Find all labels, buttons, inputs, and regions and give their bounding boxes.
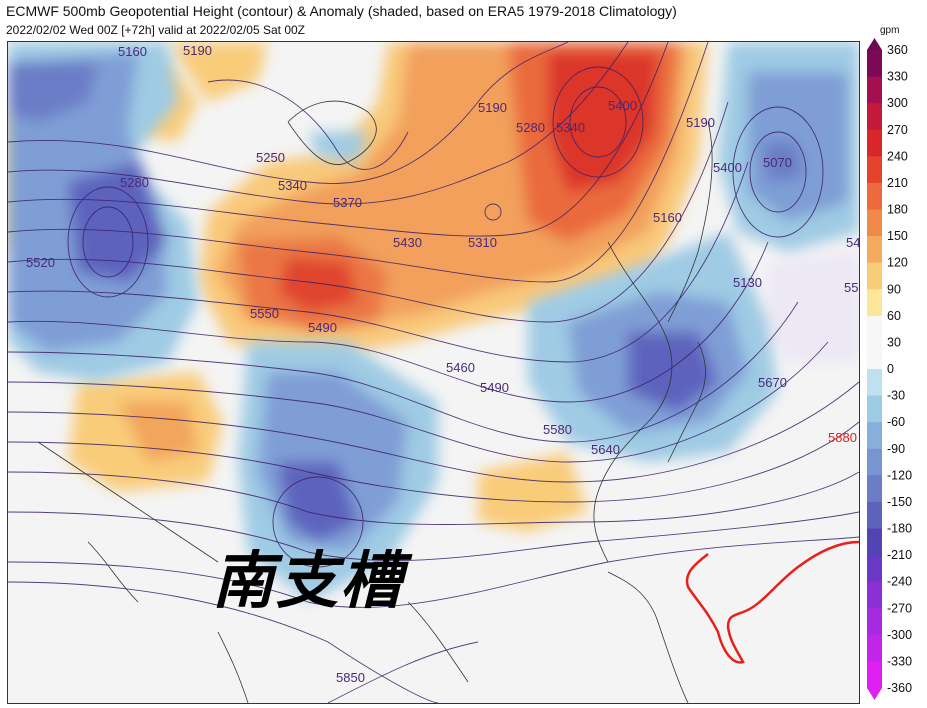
colorbar-tick-label: 330 bbox=[887, 70, 908, 84]
colorbar-tick-label: 240 bbox=[887, 149, 908, 163]
contour-label: 5850 bbox=[336, 670, 365, 685]
colorbar-tick-label: 0 bbox=[887, 362, 894, 376]
colorbar-tick-label: 30 bbox=[887, 335, 901, 349]
colorbar-tick-label: -60 bbox=[887, 415, 905, 429]
colorbar-swatch bbox=[867, 209, 882, 237]
contour-label: 5070 bbox=[763, 155, 792, 170]
contour-label: 5640 bbox=[591, 442, 620, 457]
map-title: ECMWF 500mb Geopotential Height (contour… bbox=[6, 3, 677, 19]
colorbar-swatch bbox=[867, 236, 882, 264]
contour-label: 5280 bbox=[120, 175, 149, 190]
colorbar-tick-label: -30 bbox=[887, 389, 905, 403]
colorbar: 3603303002702402101801501209060300-30-60… bbox=[867, 38, 912, 700]
colorbar-tick-label: 300 bbox=[887, 96, 908, 110]
contour-label-5880: 5880 bbox=[828, 430, 857, 445]
positive-anomaly-shading bbox=[8, 42, 708, 532]
contour-label: 5310 bbox=[468, 235, 497, 250]
colorbar-tick-label: 270 bbox=[887, 123, 908, 137]
colorbar-swatch bbox=[867, 342, 882, 370]
coastlines bbox=[37, 100, 713, 703]
trough-annotation: 南支槽 bbox=[212, 544, 405, 617]
colorbar-swatch bbox=[867, 634, 882, 662]
colorbar-swatch bbox=[867, 103, 882, 131]
colorbar-swatch bbox=[867, 581, 882, 609]
colorbar-swatch bbox=[867, 475, 882, 503]
contour-label: 5250 bbox=[256, 150, 285, 165]
colorbar-unit: gpm bbox=[880, 25, 900, 36]
contour-label: 5550 bbox=[844, 280, 859, 295]
contour-label: 5580 bbox=[543, 422, 572, 437]
contour-label: 5490 bbox=[308, 320, 337, 335]
map-canvas: 5160 5190 5250 5280 5340 5370 5430 5310 … bbox=[7, 41, 860, 704]
colorbar-tick-label: 120 bbox=[887, 256, 908, 270]
colorbar-swatch bbox=[867, 50, 882, 78]
colorbar-tick-label: -270 bbox=[887, 601, 912, 615]
colorbar-swatch bbox=[867, 422, 882, 450]
colorbar-tick-label: -150 bbox=[887, 495, 912, 509]
colorbar-swatch bbox=[867, 76, 882, 104]
height-contours bbox=[8, 42, 859, 703]
contour-label: 5280 bbox=[516, 120, 545, 135]
contour-label: 5400 bbox=[608, 98, 637, 113]
colorbar-swatch bbox=[867, 448, 882, 476]
contour-label: 5670 bbox=[758, 375, 787, 390]
contour-label: 5190 bbox=[478, 100, 507, 115]
contour-label: 5130 bbox=[733, 275, 762, 290]
negative-anomaly-shading bbox=[8, 42, 859, 602]
colorbar-tick-label: -90 bbox=[887, 442, 905, 456]
colorbar-tick-label: -240 bbox=[887, 575, 912, 589]
colorbar-swatch bbox=[867, 156, 882, 184]
colorbar-swatch bbox=[867, 315, 882, 343]
colorbar-swatch bbox=[867, 555, 882, 583]
contour-label: 5190 bbox=[183, 43, 212, 58]
colorbar-arrow-bottom bbox=[867, 688, 882, 700]
colorbar-tick-label: 360 bbox=[887, 43, 908, 57]
colorbar-swatch bbox=[867, 182, 882, 210]
colorbar-swatch bbox=[867, 262, 882, 290]
contour-label: 5430 bbox=[393, 235, 422, 250]
map-graphic: 5160 5190 5250 5280 5340 5370 5430 5310 … bbox=[8, 42, 859, 703]
contour-label: 5520 bbox=[26, 255, 55, 270]
colorbar-tick-label: -180 bbox=[887, 522, 912, 536]
contour-label: 5490 bbox=[480, 380, 509, 395]
colorbar-swatch bbox=[867, 608, 882, 636]
colorbar-tick-label: 180 bbox=[887, 203, 908, 217]
contour-label: 5340 bbox=[556, 120, 585, 135]
contour-label: 5460 bbox=[446, 360, 475, 375]
colorbar-tick-label: -300 bbox=[887, 628, 912, 642]
contour-5880-line bbox=[685, 540, 859, 664]
contour-label: 5550 bbox=[250, 306, 279, 321]
colorbar-swatch bbox=[867, 501, 882, 529]
colorbar-tick-label: -120 bbox=[887, 468, 912, 482]
contour-label: 5160 bbox=[653, 210, 682, 225]
colorbar-swatch bbox=[867, 528, 882, 556]
colorbar-swatch bbox=[867, 395, 882, 423]
contour-label: 5160 bbox=[118, 44, 147, 59]
colorbar-tick-label: -210 bbox=[887, 548, 912, 562]
colorbar-tick-label: -330 bbox=[887, 654, 912, 668]
colorbar-swatch bbox=[867, 129, 882, 157]
contour-labels: 5160 5190 5250 5280 5340 5370 5430 5310 … bbox=[26, 43, 859, 685]
colorbar-tick-label: -360 bbox=[887, 681, 912, 695]
colorbar-tick-label: 90 bbox=[887, 282, 901, 296]
contour-label: 5190 bbox=[686, 115, 715, 130]
colorbar-tick-label: 150 bbox=[887, 229, 908, 243]
colorbar-tick-label: 60 bbox=[887, 309, 901, 323]
contour-label: 540 bbox=[846, 235, 859, 250]
colorbar-swatch bbox=[867, 369, 882, 397]
colorbar-tick-label: 210 bbox=[887, 176, 908, 190]
colorbar-swatch bbox=[867, 289, 882, 317]
contour-label: 5370 bbox=[333, 195, 362, 210]
colorbar-arrow-top bbox=[867, 38, 882, 50]
contour-label: 5340 bbox=[278, 178, 307, 193]
contour-label: 5400 bbox=[713, 160, 742, 175]
map-subtitle: 2022/02/02 Wed 00Z [+72h] valid at 2022/… bbox=[6, 23, 305, 37]
colorbar-swatch bbox=[867, 661, 882, 689]
